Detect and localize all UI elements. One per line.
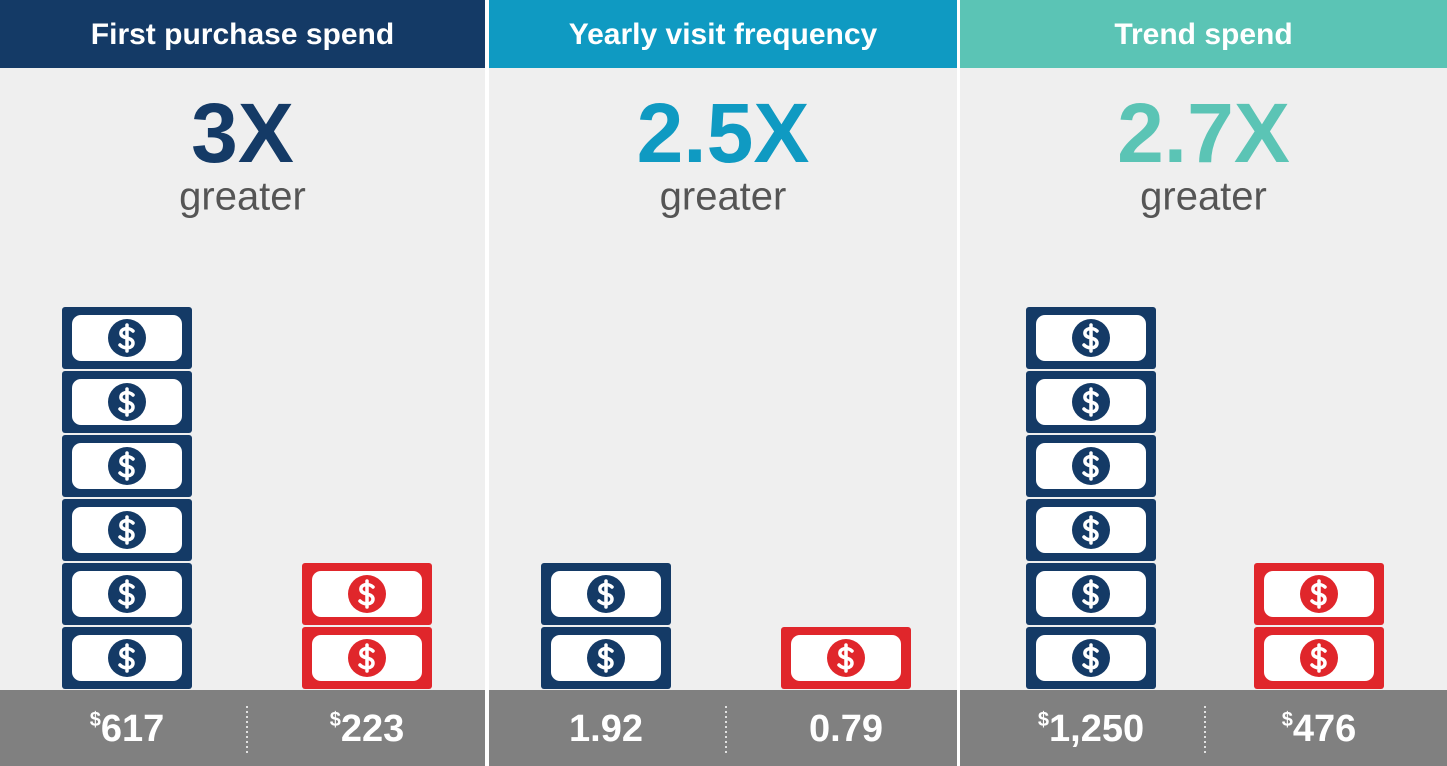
- bill-icon: [62, 627, 192, 689]
- bill-icon: [1026, 371, 1156, 433]
- multiplier-word: greater: [660, 175, 787, 219]
- value-label: $476: [1282, 708, 1357, 750]
- bill-icon: [1026, 307, 1156, 369]
- infographic: First purchase spend3Xgreater$617$223Yea…: [0, 0, 1447, 766]
- bill-icon: [1026, 435, 1156, 497]
- bill-icon: [1254, 563, 1384, 625]
- bill-icon: [1026, 627, 1156, 689]
- amount: 0.79: [809, 708, 883, 750]
- bill-icon: [302, 563, 432, 625]
- multiplier-word: greater: [179, 175, 306, 219]
- bill-icon: [302, 627, 432, 689]
- bill-icon: [541, 627, 671, 689]
- bill-icon: [1026, 499, 1156, 561]
- value-bar: [960, 690, 1447, 766]
- value-bar: [0, 690, 485, 766]
- bill-icon: [62, 435, 192, 497]
- currency-symbol: $: [330, 709, 341, 731]
- bill-icon: [1254, 627, 1384, 689]
- value-label: $223: [330, 708, 405, 750]
- multiplier-word: greater: [1140, 175, 1267, 219]
- value-label: $1,250: [1038, 708, 1144, 750]
- amount: 1,250: [1049, 708, 1144, 750]
- value-label: $617: [90, 708, 165, 750]
- bill-icon: [781, 627, 911, 689]
- amount: 617: [101, 708, 164, 750]
- currency-symbol: $: [1282, 709, 1293, 731]
- bill-icon: [541, 563, 671, 625]
- bill-icon: [62, 499, 192, 561]
- value-bar: [489, 690, 957, 766]
- bill-icon: [62, 371, 192, 433]
- multiplier: 2.7X: [1117, 86, 1290, 180]
- bill-icon: [1026, 563, 1156, 625]
- amount: 1.92: [569, 708, 643, 750]
- bill-icon: [62, 307, 192, 369]
- value-label: 1.92: [569, 708, 643, 750]
- multiplier: 3X: [191, 86, 294, 180]
- multiplier: 2.5X: [637, 86, 810, 180]
- amount: 223: [341, 708, 404, 750]
- panel-header-text: First purchase spend: [91, 18, 394, 51]
- currency-symbol: $: [1038, 709, 1049, 731]
- panel-header-text: Yearly visit frequency: [569, 18, 878, 51]
- panel-header-text: Trend spend: [1114, 18, 1292, 51]
- amount: 476: [1293, 708, 1356, 750]
- value-label: 0.79: [809, 708, 883, 750]
- bill-icon: [62, 563, 192, 625]
- currency-symbol: $: [90, 709, 101, 731]
